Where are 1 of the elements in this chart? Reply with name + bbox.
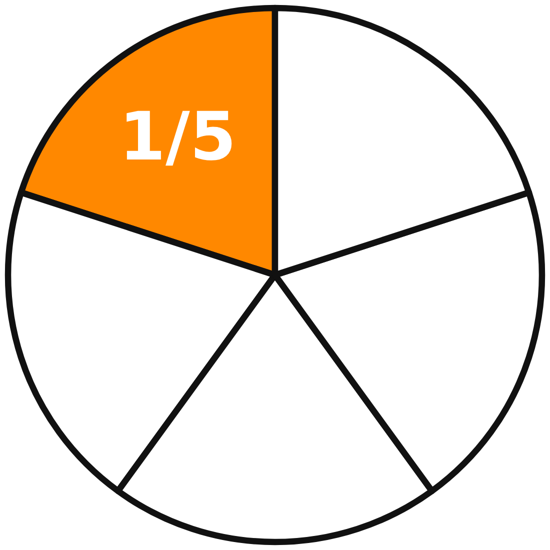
data-label: 1/5 [126,110,232,166]
